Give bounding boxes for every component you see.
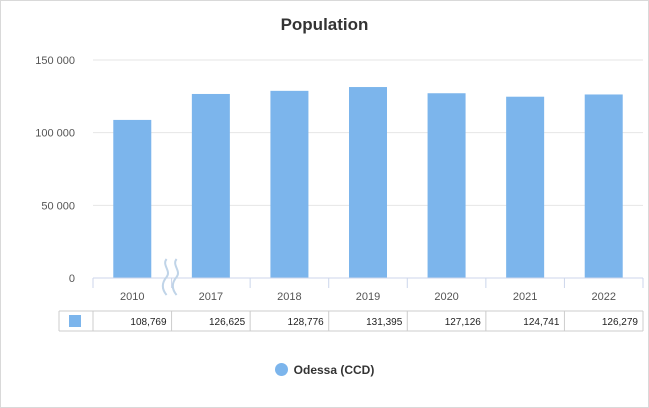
x-tick-label: 2020 xyxy=(434,291,458,303)
table-series-swatch-icon xyxy=(69,315,81,327)
bar xyxy=(584,94,623,278)
x-tick-label: 2021 xyxy=(513,291,537,303)
axis-break-mark xyxy=(161,258,169,296)
y-tick-label: 50 000 xyxy=(41,200,75,212)
y-tick-label: 150 000 xyxy=(35,55,75,67)
bar xyxy=(427,93,466,278)
data-table-cell: 127,126 xyxy=(445,317,482,328)
x-tick-label: 2022 xyxy=(591,291,615,303)
data-table-cell: 108,769 xyxy=(130,317,167,328)
bar xyxy=(270,90,309,278)
x-tick-label: 2017 xyxy=(199,291,223,303)
bar xyxy=(191,93,230,278)
x-tick-label: 2010 xyxy=(120,291,144,303)
legend-label: Odessa (CCD) xyxy=(293,363,375,377)
axis-break-mark xyxy=(171,258,179,296)
legend[interactable]: Odessa (CCD) xyxy=(1,363,648,377)
data-table-cell: 128,776 xyxy=(288,317,325,328)
y-tick-label: 0 xyxy=(69,273,75,285)
data-table-cell: 124,741 xyxy=(523,317,560,328)
data-table-cell: 126,625 xyxy=(209,317,246,328)
x-tick-label: 2019 xyxy=(356,291,380,303)
data-table-cell: 126,279 xyxy=(602,317,639,328)
y-tick-label: 100 000 xyxy=(35,128,75,140)
legend-marker-icon xyxy=(274,363,288,376)
bar xyxy=(506,96,545,278)
bar xyxy=(113,119,152,278)
bar xyxy=(349,87,387,278)
chart-title: Population xyxy=(280,15,369,34)
data-table-cell: 131,395 xyxy=(366,317,403,328)
x-tick-label: 2018 xyxy=(277,291,301,303)
